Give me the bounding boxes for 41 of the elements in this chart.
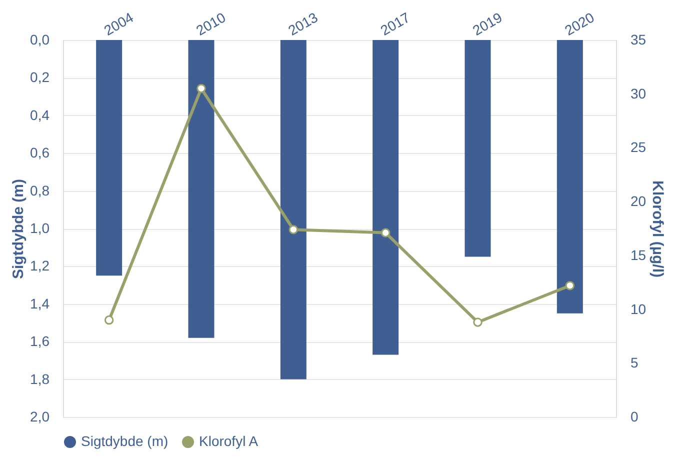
y2-tick-label: 30 (630, 85, 646, 102)
point (380, 228, 390, 238)
y-tick-label: 0,8 (30, 182, 50, 198)
x-tick-label: 2020 (562, 8, 598, 38)
y-tick-label: 1,4 (30, 295, 50, 312)
y-tick-label: 1,8 (30, 370, 50, 387)
bar (188, 40, 214, 338)
y2-tick-label: 10 (630, 300, 646, 317)
y2-axis-title: Klorofyl (µg/l) (649, 180, 666, 278)
bar (464, 40, 491, 257)
point (196, 84, 206, 94)
bar (372, 40, 399, 355)
y-tick-label: 0,2 (30, 69, 50, 86)
y-tick-label: 2,0 (30, 408, 50, 424)
x-tick-label: 2004 (101, 8, 136, 38)
bar (96, 40, 122, 276)
y2-tick-label: 35 (630, 32, 646, 48)
y2-tick-label: 5 (630, 354, 638, 371)
y-tick-label: 1,6 (30, 333, 50, 350)
point (565, 280, 575, 290)
bar (280, 40, 306, 380)
y2-tick-label: 25 (630, 139, 646, 156)
y-tick-label: 0,6 (30, 144, 50, 161)
y-axis-title: Sigtdybde (m) (10, 179, 28, 279)
bar (556, 40, 583, 314)
y2-tick-label: 0 (630, 408, 638, 424)
x-tick-label: 2010 (193, 8, 228, 38)
y2-tick-label: 20 (630, 193, 646, 210)
point (288, 224, 298, 234)
x-tick-label: 2019 (470, 8, 505, 38)
y-tick-label: 0,4 (30, 106, 50, 123)
legend-label: Klorofyl A (199, 433, 259, 449)
y2-tick-label: 15 (630, 246, 646, 263)
x-tick-label: 2017 (378, 8, 413, 38)
y-tick-label: 0,0 (30, 32, 50, 48)
legend-label: Sigtdybde (m) (81, 433, 168, 449)
x-tick-label: 2013 (285, 8, 321, 38)
point (473, 318, 482, 327)
y-tick-label: 1,2 (30, 258, 50, 274)
y-tick-label: 1,0 (30, 220, 50, 236)
point (104, 315, 114, 325)
